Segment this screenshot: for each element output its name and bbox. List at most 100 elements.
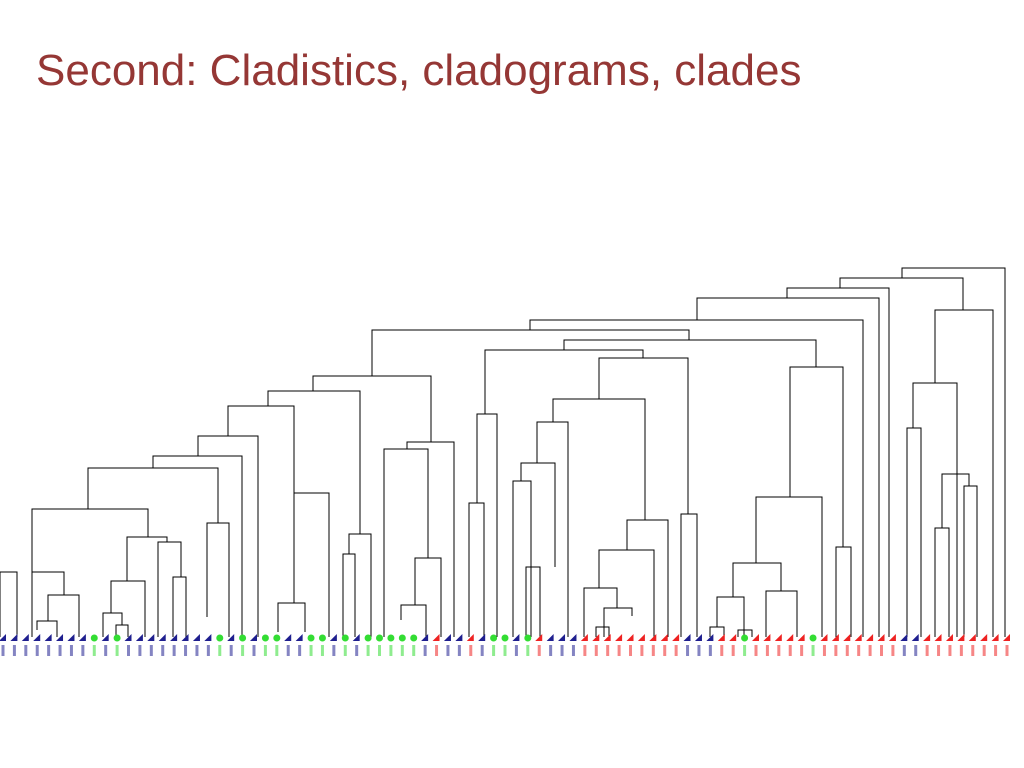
leaf-marker [866, 634, 874, 641]
branch [468, 502, 485, 637]
leaf-marker [592, 634, 600, 641]
leaf-label [549, 645, 553, 656]
branch [348, 533, 372, 637]
leaf-label [355, 645, 359, 656]
leaf-label [252, 645, 256, 656]
leaf-label [880, 645, 883, 656]
branch [31, 508, 149, 572]
leaf-label [765, 645, 769, 656]
branch [603, 607, 633, 637]
leaf-label [571, 645, 575, 656]
leaf-label [320, 645, 324, 656]
leaf-marker [717, 634, 725, 641]
branch [47, 594, 80, 637]
leaf-marker [512, 634, 520, 641]
leaf-label [537, 645, 541, 656]
branch [293, 492, 330, 637]
leaf-label [423, 645, 427, 656]
branch [941, 473, 970, 528]
leaf-label [617, 645, 621, 656]
branch [152, 455, 243, 637]
leaf-label [138, 645, 142, 656]
leaf-marker [147, 634, 155, 641]
leaf-marker [877, 634, 885, 641]
branch [115, 624, 129, 637]
leaf-marker [945, 634, 953, 641]
leaf-label [868, 645, 872, 656]
branch [529, 319, 864, 637]
branch [680, 513, 698, 637]
leaf-label [12, 645, 16, 656]
leaf-label [925, 645, 929, 656]
branch [484, 349, 644, 414]
leaf-label [184, 645, 188, 656]
leaf-label [366, 645, 370, 656]
leaf-label [629, 645, 632, 656]
leaf-label [640, 645, 644, 656]
leaf-marker [67, 634, 75, 641]
leaf-label [389, 645, 393, 656]
leaf-marker [44, 634, 52, 641]
leaf-marker [284, 634, 292, 641]
leaf-marker [934, 634, 942, 641]
leaf-marker [204, 634, 212, 641]
leaf-marker [250, 634, 257, 641]
leaf-label [47, 645, 51, 656]
leaf-marker [900, 634, 908, 641]
leaf-marker [318, 634, 326, 642]
branch [157, 541, 182, 637]
leaf-label [594, 645, 598, 656]
branch [227, 405, 295, 493]
leaf-label [149, 645, 153, 656]
branch [476, 413, 498, 637]
branch [312, 375, 432, 442]
leaf-marker [809, 634, 817, 642]
leaf-marker [911, 634, 919, 641]
leaf-label [686, 645, 690, 656]
leaf-marker [10, 634, 18, 641]
leaf-label [994, 645, 998, 656]
leaf-label [754, 645, 758, 656]
branch [789, 366, 844, 547]
leaf-marker [649, 634, 657, 641]
leaf-marker [421, 634, 429, 641]
leaf-label [58, 645, 62, 656]
leaf-label [127, 645, 130, 656]
leaf-marker [443, 634, 451, 641]
leaf-marker [1003, 634, 1010, 641]
leaf-label [834, 645, 838, 656]
leaf-marker [170, 634, 178, 641]
leaf-label [937, 645, 941, 656]
leaf-marker [797, 634, 805, 641]
leaf-label [435, 645, 439, 656]
leaf-marker [455, 634, 463, 641]
leaf-label [720, 645, 724, 656]
leaf-marker [558, 634, 566, 641]
leaf-marker [90, 634, 98, 642]
leaf-marker [124, 634, 132, 641]
leaf-label [241, 645, 245, 656]
leaf-marker [239, 634, 247, 642]
leaf-label [457, 645, 461, 656]
leaf-label [35, 645, 39, 656]
leaf-marker [683, 634, 691, 641]
branch [595, 626, 610, 637]
leaf-marker [991, 634, 999, 641]
leaf-marker [672, 634, 680, 641]
branch [716, 596, 745, 637]
leaf-label [788, 645, 792, 656]
leaf-marker [786, 634, 794, 641]
leaf-label [583, 645, 587, 656]
leaf-label [777, 645, 781, 656]
leaf-marker [694, 634, 702, 641]
slide-title: Second: Cladistics, cladograms, clades [36, 46, 802, 95]
leaf-label [743, 645, 747, 656]
leaf-marker [0, 634, 6, 641]
branch [839, 277, 964, 310]
leaf-label [263, 645, 267, 656]
leaf-marker [113, 634, 121, 642]
leaf-marker [923, 634, 931, 641]
branch [525, 566, 541, 637]
leaf-label [24, 645, 28, 656]
leaf-marker [546, 634, 554, 641]
